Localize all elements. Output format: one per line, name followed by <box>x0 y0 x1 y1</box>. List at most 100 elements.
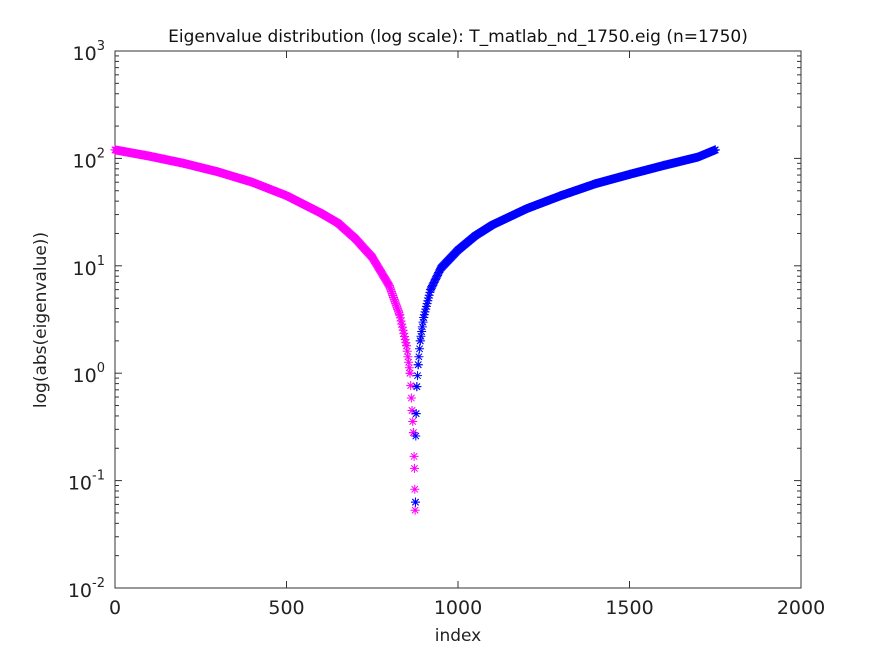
y-tick-exponent: -1 <box>92 469 105 484</box>
data-point <box>421 301 431 311</box>
y-tick-exponent: 0 <box>97 361 105 376</box>
plot-area <box>114 50 802 589</box>
y-tick-label: 100 <box>73 361 105 387</box>
data-point <box>414 352 424 362</box>
data-point <box>179 158 189 168</box>
data-point <box>408 417 418 427</box>
data-point <box>417 322 427 332</box>
data-point <box>428 279 438 289</box>
y-tick-base: 10 <box>73 258 97 280</box>
data-point <box>333 218 343 228</box>
y-tick-label: 101 <box>73 254 105 280</box>
data-point <box>110 145 120 155</box>
data-point <box>407 405 417 415</box>
data-point <box>398 325 408 335</box>
data-point <box>389 292 399 302</box>
data-point <box>350 233 360 243</box>
data-point <box>426 285 436 295</box>
data-point <box>423 296 433 306</box>
y-tick-base: 10 <box>73 150 97 172</box>
data-point <box>391 300 401 310</box>
x-tick-label: 0 <box>109 597 121 619</box>
data-point <box>393 306 403 316</box>
y-tick-label: 10-2 <box>68 576 105 602</box>
data-point <box>395 310 405 320</box>
data-point <box>404 357 414 367</box>
y-tick-base: 10 <box>68 473 92 495</box>
data-point <box>415 344 425 354</box>
data-point <box>424 290 434 300</box>
data-point <box>425 287 435 297</box>
data-point <box>391 298 401 308</box>
x-axis: 0 500 1000 1500 2000 <box>109 51 825 619</box>
data-point <box>395 313 405 323</box>
data-point <box>419 310 429 320</box>
data-point <box>410 484 420 494</box>
data-point <box>427 282 437 292</box>
data-point <box>144 151 154 161</box>
data-point <box>399 331 409 341</box>
data-point <box>386 287 396 297</box>
data-point <box>411 431 421 441</box>
data-point <box>213 167 223 177</box>
data-point <box>522 204 532 214</box>
data-point <box>421 304 431 314</box>
data-point <box>426 283 436 293</box>
data-point <box>399 328 409 338</box>
data-point <box>430 275 440 285</box>
data-point <box>410 505 420 515</box>
data-point <box>432 272 442 282</box>
data-point <box>408 428 418 438</box>
data-point <box>385 283 395 293</box>
data-point <box>435 265 445 275</box>
data-point <box>406 381 416 391</box>
series-1 <box>410 145 720 507</box>
data-point <box>424 293 434 303</box>
y-tick-label: 10-1 <box>68 469 105 495</box>
data-point <box>413 371 423 381</box>
data-point <box>430 276 440 286</box>
data-point <box>710 145 720 155</box>
data-point <box>403 352 413 362</box>
data-point <box>487 220 497 230</box>
data-point <box>428 280 438 290</box>
data-point <box>434 267 444 277</box>
data-point <box>402 346 412 356</box>
data-point <box>470 231 480 241</box>
data-point <box>387 289 397 299</box>
data-point <box>432 270 442 280</box>
data-point <box>693 152 703 162</box>
chart-title: Eigenvalue distribution (log scale): T_m… <box>168 27 748 47</box>
y-tick-exponent: -2 <box>92 576 105 591</box>
data-point <box>418 317 428 327</box>
data-point <box>396 316 406 326</box>
data-point <box>412 382 422 392</box>
y-tick-label: 102 <box>73 146 105 172</box>
data-point <box>556 191 566 201</box>
data-point <box>282 191 291 201</box>
data-point <box>402 341 412 351</box>
data-points <box>110 145 720 515</box>
data-point <box>431 273 441 283</box>
data-point <box>417 327 427 337</box>
data-point <box>420 307 430 317</box>
data-point <box>397 322 407 332</box>
data-point <box>416 331 426 341</box>
data-point <box>590 179 600 189</box>
y-tick-exponent: 1 <box>97 254 105 269</box>
data-point <box>409 463 419 473</box>
data-point <box>434 266 444 276</box>
data-point <box>404 363 414 373</box>
data-point <box>409 451 419 461</box>
data-point <box>453 245 463 255</box>
data-point <box>411 409 421 419</box>
data-point <box>388 291 398 301</box>
y-tick-exponent: 3 <box>97 39 105 54</box>
data-point <box>436 263 446 273</box>
y-tick-exponent: 2 <box>97 146 105 161</box>
data-point <box>410 497 420 507</box>
x-tick-label: 2000 <box>777 597 825 619</box>
data-point <box>394 308 404 318</box>
